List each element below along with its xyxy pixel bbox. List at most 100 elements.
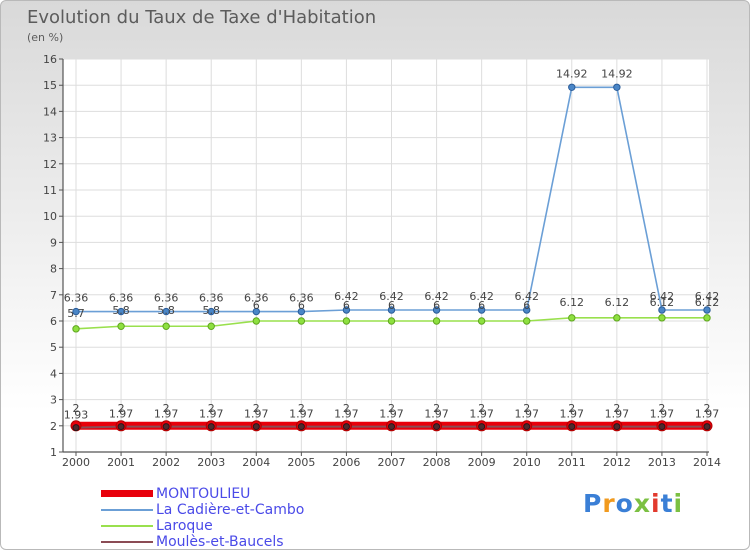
point-s3-2000 — [72, 424, 80, 432]
data-label-s0-2000: 2 — [73, 402, 80, 415]
data-label-s3-2005: 1.97 — [289, 408, 314, 421]
data-label-s0-2002: 2 — [163, 402, 170, 415]
point-s3-2009 — [478, 423, 486, 431]
data-label-s0-2006: 2 — [343, 402, 350, 415]
data-label-s1-2007: 6.42 — [379, 290, 404, 303]
legend-swatch-laroque — [101, 525, 153, 527]
legend-label-montoulieu: MONTOULIEU — [156, 486, 251, 502]
data-label-s1-2000: 6.36 — [64, 292, 89, 305]
y-tick-label-5: 5 — [50, 341, 57, 354]
point-s3-2007 — [388, 423, 395, 431]
logo-letter: t — [660, 489, 674, 518]
logo-letter: i — [673, 489, 684, 518]
data-label-s0-2007: 2 — [388, 402, 395, 415]
data-label-s0-2011: 2 — [568, 402, 575, 415]
data-label-s3-2004: 1.97 — [244, 408, 269, 421]
data-label-s3-2011: 1.97 — [560, 408, 585, 421]
data-label-s3-2000: 1.93 — [64, 409, 89, 422]
data-label-s1-2002: 6.36 — [154, 292, 179, 305]
data-label-s2-2005: 6 — [298, 299, 305, 312]
data-label-s2-2009: 6 — [478, 299, 485, 312]
point-s2-2013 — [658, 314, 666, 322]
data-label-s2-2013: 6.12 — [650, 296, 675, 309]
data-label-s3-2007: 1.97 — [379, 408, 404, 421]
data-label-s3-2014: 1.97 — [695, 408, 720, 421]
data-label-s3-2006: 1.97 — [334, 408, 359, 421]
point-s3-2004 — [252, 423, 260, 431]
data-label-s1-2003: 6.36 — [199, 292, 224, 305]
x-tick-label-2000: 2000 — [62, 456, 90, 469]
point-s2-2014 — [703, 314, 711, 322]
y-tick-label-16: 16 — [43, 53, 57, 66]
point-s2-2002 — [162, 322, 170, 330]
data-label-s0-2010: 2 — [523, 402, 530, 415]
point-s3-2006 — [342, 423, 350, 431]
data-label-s2-2001: 5.8 — [112, 304, 130, 317]
data-label-s2-2011: 6.12 — [560, 296, 585, 309]
x-tick-label-2010: 2010 — [513, 456, 541, 469]
point-s1-2012 — [613, 83, 621, 91]
point-s2-2006 — [342, 317, 351, 325]
point-s2-2000 — [72, 325, 80, 333]
point-s3-2011 — [568, 423, 576, 431]
data-label-s2-2000: 5.7 — [67, 307, 85, 320]
x-tick-label-2006: 2006 — [332, 456, 360, 469]
legend-swatch-moules — [101, 541, 153, 543]
data-label-s3-2008: 1.97 — [424, 408, 449, 421]
y-tick-label-14: 14 — [43, 105, 57, 118]
data-label-s3-2012: 1.97 — [605, 408, 630, 421]
y-tick-label-12: 12 — [43, 158, 57, 171]
x-tick-label-2009: 2009 — [468, 456, 496, 469]
point-s2-2008 — [432, 317, 441, 325]
point-s1-2002 — [162, 307, 170, 316]
point-s1-2008 — [432, 306, 441, 314]
point-s2-2007 — [387, 317, 396, 325]
data-label-s0-2014: 2 — [704, 402, 711, 415]
point-s1-2000 — [72, 307, 80, 316]
data-label-s0-2004: 2 — [253, 402, 260, 415]
legend-swatch-montoulieu — [101, 490, 153, 497]
point-s2-2011 — [568, 314, 576, 322]
x-tick-label-2007: 2007 — [378, 456, 406, 469]
data-label-s2-2014: 6.12 — [695, 296, 720, 309]
point-s1-2013 — [658, 306, 666, 314]
data-label-s1-2001: 6.36 — [109, 292, 134, 305]
point-s3-2001 — [117, 423, 125, 431]
data-label-s0-2001: 2 — [118, 402, 125, 415]
chart-title: Evolution du Taux de Taxe d'Habitation — [27, 7, 377, 28]
point-s2-2012 — [613, 314, 621, 322]
chart-subtitle: (en %) — [27, 31, 64, 44]
y-tick-label-10: 10 — [43, 210, 57, 223]
y-tick-label-11: 11 — [43, 184, 57, 197]
data-label-s0-2005: 2 — [298, 402, 305, 415]
data-label-s0-2003: 2 — [208, 402, 215, 415]
data-label-s1-2012: 14.92 — [601, 67, 633, 80]
point-s1-2010 — [523, 306, 531, 314]
legend-label-la-cadiere: La Cadière-et-Cambo — [156, 502, 305, 518]
x-tick-label-2002: 2002 — [152, 456, 180, 469]
y-tick-label-4: 4 — [50, 367, 57, 380]
data-label-s0-2009: 2 — [478, 402, 485, 415]
y-tick-label-8: 8 — [50, 263, 57, 276]
x-tick-label-2005: 2005 — [287, 456, 315, 469]
point-s3-2003 — [207, 423, 215, 431]
y-tick-label-1: 1 — [50, 446, 57, 459]
data-label-s1-2011: 14.92 — [556, 67, 588, 80]
point-s3-2013 — [658, 423, 666, 431]
data-label-s2-2006: 6 — [343, 299, 350, 312]
data-label-s3-2009: 1.97 — [469, 408, 494, 421]
data-label-s3-2003: 1.97 — [199, 408, 224, 421]
point-s1-2001 — [117, 307, 125, 316]
legend-swatch-la-cadiere — [101, 509, 153, 511]
logo-letter: P — [583, 489, 603, 518]
point-s2-2003 — [207, 322, 215, 330]
point-s1-2006 — [342, 306, 351, 314]
y-tick-label-9: 9 — [50, 236, 57, 249]
data-label-s3-2001: 1.97 — [109, 408, 134, 421]
point-s1-2014 — [703, 306, 711, 314]
data-label-s1-2006: 6.42 — [334, 290, 359, 303]
data-label-s2-2010: 6 — [523, 299, 530, 312]
point-s3-2005 — [297, 423, 305, 431]
point-s1-2007 — [387, 306, 396, 314]
